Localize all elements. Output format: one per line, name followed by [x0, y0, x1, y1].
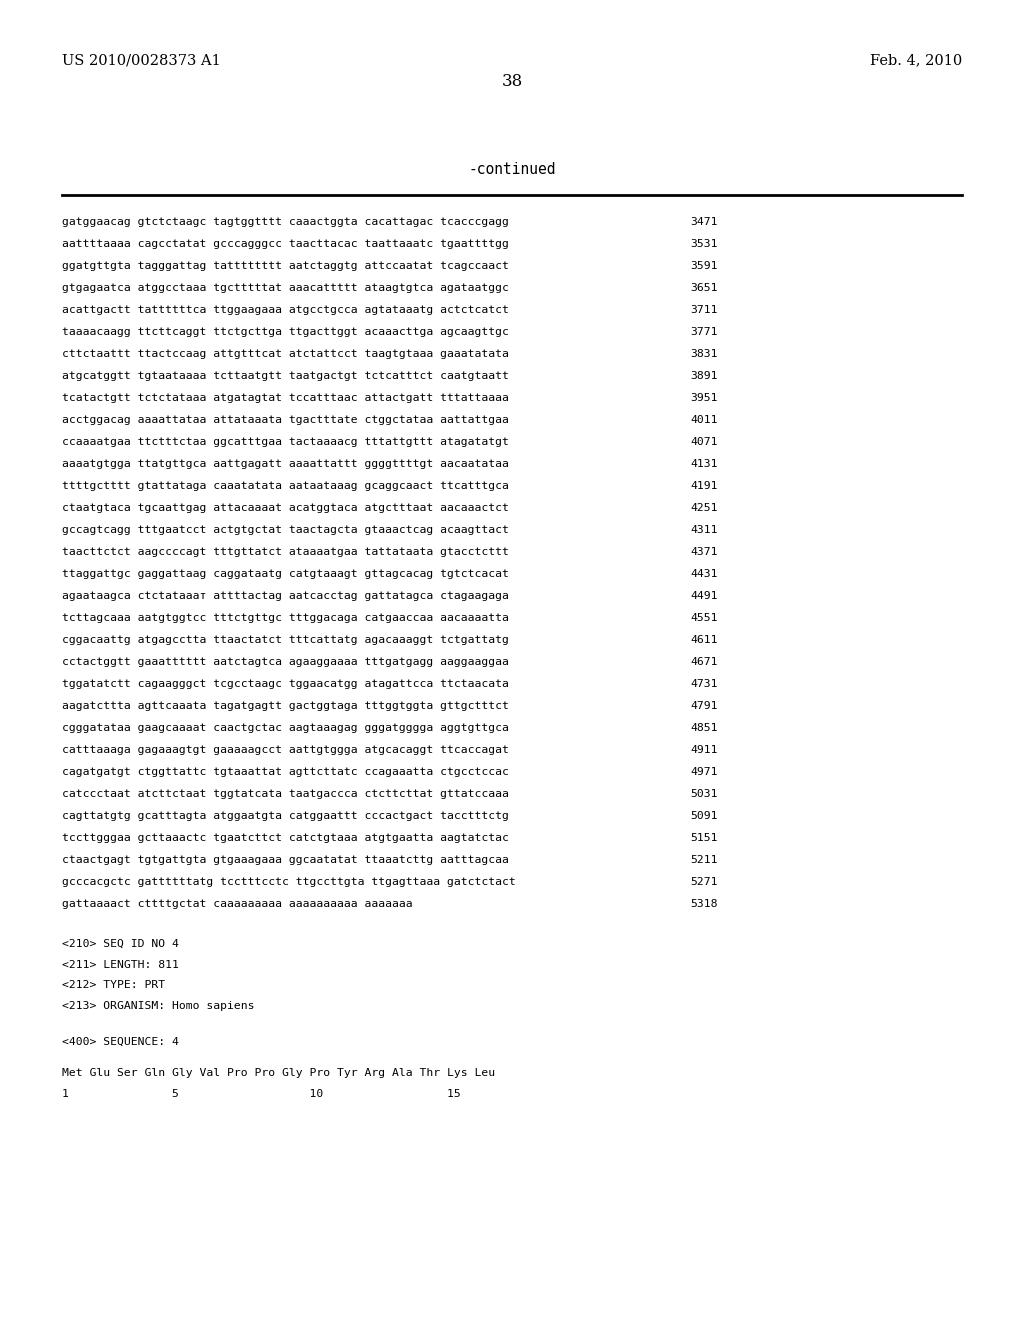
- Text: aattttaaaa cagcctatat gcccagggcc taacttacac taattaaatc tgaattttgg: aattttaaaa cagcctatat gcccagggcc taactta…: [62, 239, 509, 249]
- Text: 5091: 5091: [690, 810, 718, 821]
- Text: ggatgttgta tagggattag tatttttttt aatctaggtg attccaatat tcagccaact: ggatgttgta tagggattag tatttttttt aatctag…: [62, 261, 509, 271]
- Text: 4311: 4311: [690, 525, 718, 535]
- Text: 3531: 3531: [690, 239, 718, 249]
- Text: ttaggattgc gaggattaag caggataatg catgtaaagt gttagcacag tgtctcacat: ttaggattgc gaggattaag caggataatg catgtaa…: [62, 569, 509, 579]
- Text: cgggatataa gaagcaaaat caactgctac aagtaaagag gggatgggga aggtgttgca: cgggatataa gaagcaaaat caactgctac aagtaaa…: [62, 723, 509, 733]
- Text: <210> SEQ ID NO 4: <210> SEQ ID NO 4: [62, 939, 179, 949]
- Text: taacttctct aagccccagt tttgttatct ataaaatgaa tattataata gtacctcttt: taacttctct aagccccagt tttgttatct ataaaat…: [62, 546, 509, 557]
- Text: 3471: 3471: [690, 216, 718, 227]
- Text: cagatgatgt ctggttattc tgtaaattat agttcttatc ccagaaatta ctgcctccac: cagatgatgt ctggttattc tgtaaattat agttctt…: [62, 767, 509, 777]
- Text: 3771: 3771: [690, 327, 718, 337]
- Text: 4131: 4131: [690, 459, 718, 469]
- Text: 3591: 3591: [690, 261, 718, 271]
- Text: 3891: 3891: [690, 371, 718, 381]
- Text: agaataagca ctctataaат attttactag aatcacctag gattatagca ctagaagaga: agaataagca ctctataaат attttactag aatcacc…: [62, 591, 509, 601]
- Text: 4251: 4251: [690, 503, 718, 513]
- Text: cctactggtt gaaatttttt aatctagtca agaaggaaaa tttgatgagg aaggaaggaa: cctactggtt gaaatttttt aatctagtca agaagga…: [62, 657, 509, 667]
- Text: acctggacag aaaattataa attataaata tgactttate ctggctataa aattattgaa: acctggacag aaaattataa attataaata tgacttt…: [62, 414, 509, 425]
- Text: 4851: 4851: [690, 723, 718, 733]
- Text: 3831: 3831: [690, 348, 718, 359]
- Text: 4011: 4011: [690, 414, 718, 425]
- Text: ccaaaatgaa ttctttctaa ggcatttgaa tactaaaacg tttattgttt atagatatgt: ccaaaatgaa ttctttctaa ggcatttgaa tactaaa…: [62, 437, 509, 447]
- Text: 4911: 4911: [690, 744, 718, 755]
- Text: ctaatgtaca tgcaattgag attacaaaat acatggtaca atgctttaat aacaaactct: ctaatgtaca tgcaattgag attacaaaat acatggt…: [62, 503, 509, 513]
- Text: gtgagaatca atggcctaaa tgctttttat aaacattttt ataagtgtca agataatggc: gtgagaatca atggcctaaa tgctttttat aaacatt…: [62, 282, 509, 293]
- Text: <211> LENGTH: 811: <211> LENGTH: 811: [62, 960, 179, 969]
- Text: gatggaacag gtctctaagc tagtggtttt caaactggta cacattagac tcacccgagg: gatggaacag gtctctaagc tagtggtttt caaactg…: [62, 216, 509, 227]
- Text: tccttgggaa gcttaaactc tgaatcttct catctgtaaa atgtgaatta aagtatctac: tccttgggaa gcttaaactc tgaatcttct catctgt…: [62, 833, 509, 843]
- Text: cttctaattt ttactccaag attgtttcat atctattcct taagtgtaaa gaaatatata: cttctaattt ttactccaag attgtttcat atctatt…: [62, 348, 509, 359]
- Text: 4431: 4431: [690, 569, 718, 579]
- Text: 4731: 4731: [690, 678, 718, 689]
- Text: <212> TYPE: PRT: <212> TYPE: PRT: [62, 981, 165, 990]
- Text: catccctaat atcttctaat tggtatcata taatgaccca ctcttcttat gttatccaaa: catccctaat atcttctaat tggtatcata taatgac…: [62, 789, 509, 799]
- Text: 3651: 3651: [690, 282, 718, 293]
- Text: 4371: 4371: [690, 546, 718, 557]
- Text: 4551: 4551: [690, 612, 718, 623]
- Text: catttaaaga gagaaagtgt gaaaaagcct aattgtggga atgcacaggt ttcaccagat: catttaaaga gagaaagtgt gaaaaagcct aattgtg…: [62, 744, 509, 755]
- Text: 3951: 3951: [690, 393, 718, 403]
- Text: gcccacgctc gattttttatg tcctttcctc ttgccttgta ttgagttaaa gatctctact: gcccacgctc gattttttatg tcctttcctc ttgcct…: [62, 876, 516, 887]
- Text: tcttagcaaa aatgtggtcc tttctgttgc tttggacaga catgaaccaa aacaaaatta: tcttagcaaa aatgtggtcc tttctgttgc tttggac…: [62, 612, 509, 623]
- Text: 5031: 5031: [690, 789, 718, 799]
- Text: 4191: 4191: [690, 480, 718, 491]
- Text: 4791: 4791: [690, 701, 718, 711]
- Text: tcatactgtt tctctataaa atgatagtat tccatttaac attactgatt tttattaaaa: tcatactgtt tctctataaa atgatagtat tccattt…: [62, 393, 509, 403]
- Text: 5211: 5211: [690, 855, 718, 865]
- Text: atgcatggtt tgtaataaaa tcttaatgtt taatgactgt tctcatttct caatgtaatt: atgcatggtt tgtaataaaa tcttaatgtt taatgac…: [62, 371, 509, 381]
- Text: 4971: 4971: [690, 767, 718, 777]
- Text: gattaaaact cttttgctat caaaaaааaa aaaaaааааа ааааааа: gattaaaact cttttgctat caaaaaааaa aaaaaаа…: [62, 899, 413, 909]
- Text: taaaacaagg ttcttcaggt ttctgcttga ttgacttggt acaaacttga agcaagttgc: taaaacaagg ttcttcaggt ttctgcttga ttgactt…: [62, 327, 509, 337]
- Text: acattgactt tattttttca ttggaagaaa atgcctgcca agtataaatg actctcatct: acattgactt tattttttca ttggaagaaa atgcctg…: [62, 305, 509, 315]
- Text: tggatatctt cagaagggct tcgcctaagc tggaacatgg atagattcca ttctaacata: tggatatctt cagaagggct tcgcctaagc tggaaca…: [62, 678, 509, 689]
- Text: 38: 38: [502, 74, 522, 91]
- Text: aagatcttta agttcaaata tagatgagtt gactggtaga tttggtggta gttgctttct: aagatcttta agttcaaata tagatgagtt gactggt…: [62, 701, 509, 711]
- Text: 5271: 5271: [690, 876, 718, 887]
- Text: 5151: 5151: [690, 833, 718, 843]
- Text: 4071: 4071: [690, 437, 718, 447]
- Text: 4491: 4491: [690, 591, 718, 601]
- Text: 5318: 5318: [690, 899, 718, 909]
- Text: cggacaattg atgagcctta ttaactatct tttcattatg agacaaaggt tctgattatg: cggacaattg atgagcctta ttaactatct tttcatt…: [62, 635, 509, 645]
- Text: aaaatgtgga ttatgttgca aattgagatt aaaattattt ggggttttgt aacaatataa: aaaatgtgga ttatgttgca aattgagatt aaaatta…: [62, 459, 509, 469]
- Text: cagttatgtg gcatttagta atggaatgta catggaattt cccactgact tacctttctg: cagttatgtg gcatttagta atggaatgta catggaa…: [62, 810, 509, 821]
- Text: 3711: 3711: [690, 305, 718, 315]
- Text: <400> SEQUENCE: 4: <400> SEQUENCE: 4: [62, 1036, 179, 1047]
- Text: US 2010/0028373 A1: US 2010/0028373 A1: [62, 53, 221, 67]
- Text: ttttgctttt gtattataga caaatatata aataataaag gcaggcaact ttcatttgca: ttttgctttt gtattataga caaatatata aataata…: [62, 480, 509, 491]
- Text: -continued: -continued: [468, 162, 556, 177]
- Text: gccagtcagg tttgaatcct actgtgctat taactagcta gtaaactcag acaagttact: gccagtcagg tttgaatcct actgtgctat taactag…: [62, 525, 509, 535]
- Text: 4611: 4611: [690, 635, 718, 645]
- Text: 4671: 4671: [690, 657, 718, 667]
- Text: <213> ORGANISM: Homo sapiens: <213> ORGANISM: Homo sapiens: [62, 1002, 255, 1011]
- Text: ctaactgagt tgtgattgta gtgaaagaaa ggcaatatat ttaaatcttg aatttagcaa: ctaactgagt tgtgattgta gtgaaagaaa ggcaata…: [62, 855, 509, 865]
- Text: Met Glu Ser Gln Gly Val Pro Pro Gly Pro Tyr Arg Ala Thr Lys Leu: Met Glu Ser Gln Gly Val Pro Pro Gly Pro …: [62, 1068, 496, 1078]
- Text: 1               5                   10                  15: 1 5 10 15: [62, 1089, 461, 1100]
- Text: Feb. 4, 2010: Feb. 4, 2010: [869, 53, 962, 67]
